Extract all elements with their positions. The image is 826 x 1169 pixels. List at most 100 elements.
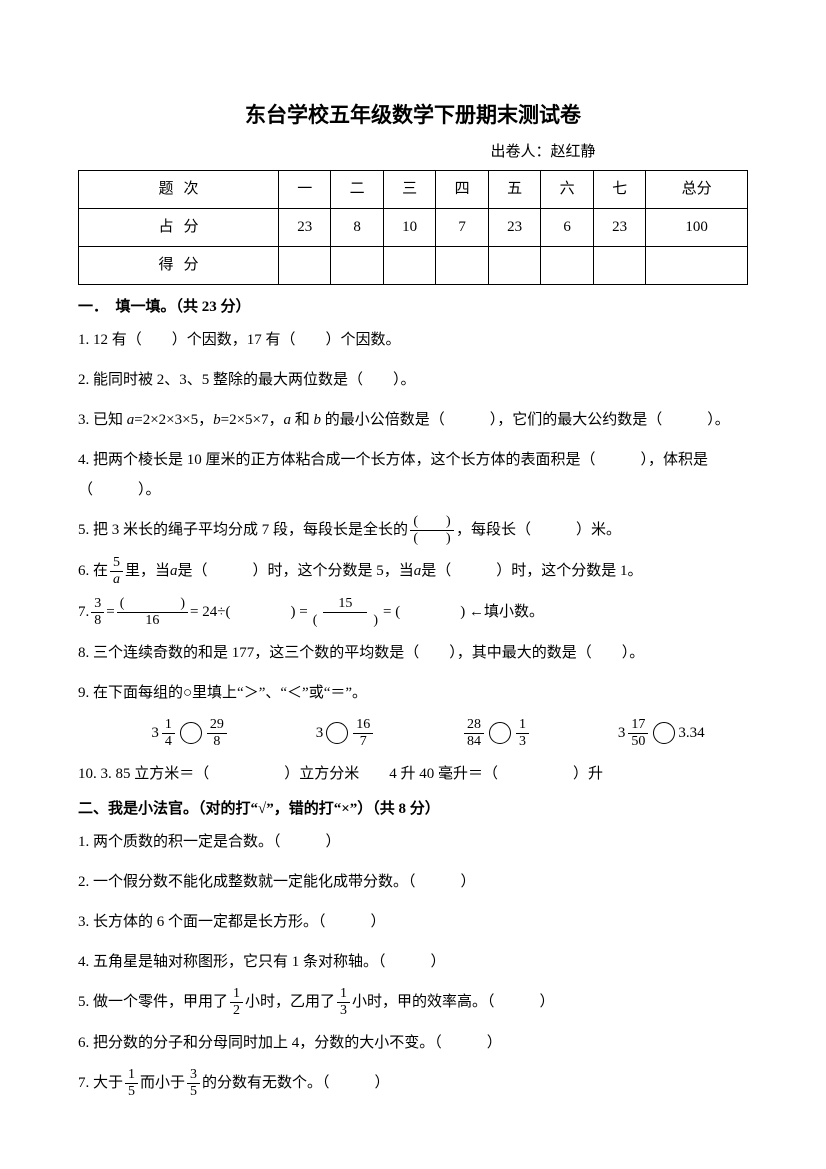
denominator: 8 <box>91 613 104 628</box>
circle-icon <box>180 722 202 744</box>
denominator: 3 <box>337 1003 350 1018</box>
fraction: 2884 <box>464 718 484 749</box>
text: 是（ ）时，这个分数是 5，当 <box>178 556 414 586</box>
cell: 23 <box>593 209 645 247</box>
col: 一 <box>278 171 330 209</box>
section1-head: 一． 填一填。（共 23 分） <box>78 297 748 319</box>
circle-icon <box>489 722 511 744</box>
cell <box>646 247 748 285</box>
denominator: 5 <box>187 1084 200 1099</box>
score-table: 题次 一 二 三 四 五 六 七 总分 占分 23 8 10 7 23 6 23… <box>78 170 748 285</box>
denominator: 3 <box>516 734 529 749</box>
q2-5: 5. 做一个零件，甲用了 12 小时，乙用了 13 小时，甲的效率高。（ ） <box>78 987 748 1018</box>
numerator: 1 <box>230 987 243 1003</box>
section2-head: 二、我是小法官。（对的打“√”，错的打“×”）（共 8 分） <box>78 799 748 821</box>
table-row: 题次 一 二 三 四 五 六 七 总分 <box>79 171 748 209</box>
circle-icon <box>653 722 675 744</box>
text: = 24÷( ) = <box>190 597 308 627</box>
denominator: ( ) <box>310 613 381 628</box>
col: 四 <box>436 171 488 209</box>
whole: 3 <box>316 723 324 745</box>
denominator: 2 <box>230 1003 243 1018</box>
text: 小时，甲的效率高。（ ） <box>352 987 555 1017</box>
col: 总分 <box>646 171 748 209</box>
numerator: 5 <box>110 556 123 572</box>
text: 7. 大于 <box>78 1068 123 1098</box>
q1-10: 10. 3. 85 立方米＝（ ）立方分米 4 升 40 毫升＝（ ）升 <box>78 759 748 789</box>
q2-7: 7. 大于 15 而小于 35 的分数有无数个。（ ） <box>78 1068 748 1099</box>
q2-6: 6. 把分数的分子和分母同时加上 4，分数的大小不变。（ ） <box>78 1028 748 1058</box>
numerator: ( ) <box>117 597 188 613</box>
fraction: 14 <box>162 718 175 749</box>
q1-2: 2. 能同时被 2、3、5 整除的最大两位数是（ ）。 <box>78 365 748 395</box>
fraction: 298 <box>207 718 227 749</box>
fraction: 12 <box>230 987 243 1018</box>
cell <box>488 247 540 285</box>
cell <box>436 247 488 285</box>
text: 的分数有无数个。（ ） <box>202 1068 390 1098</box>
denominator: ( ) <box>410 531 454 546</box>
var-b: b <box>213 412 221 428</box>
col: 七 <box>593 171 645 209</box>
q1-9: 9. 在下面每组的○里填上“＞”、“＜”或“＝”。 <box>78 678 748 708</box>
cell: 8 <box>331 209 383 247</box>
denominator: 16 <box>130 613 174 628</box>
q1-1: 1. 12 有（ ）个因数，17 有（ ）个因数。 <box>78 325 748 355</box>
author: 出卷人：赵红静 <box>78 142 748 164</box>
cell <box>331 247 383 285</box>
text: = <box>106 597 114 627</box>
numerator: 3 <box>91 597 104 613</box>
cell: 10 <box>383 209 435 247</box>
q1-7: 7. 38 = ( )16 = 24÷( ) = 15( ) = ( ) ←填小… <box>78 597 748 628</box>
row-label: 占分 <box>79 209 279 247</box>
text: ，每段长（ ）米。 <box>456 515 621 545</box>
numerator: 17 <box>628 718 648 734</box>
cell: 100 <box>646 209 748 247</box>
cell: 7 <box>436 209 488 247</box>
fraction: 1750 <box>628 718 648 749</box>
fraction: 38 <box>91 597 104 628</box>
page-title: 东台学校五年级数学下册期末测试卷 <box>78 100 748 130</box>
mixed-number: 314 <box>151 718 177 749</box>
numerator: 16 <box>353 718 373 734</box>
q1-8: 8. 三个连续奇数的和是 177，这三个数的平均数是（ ），其中最大的数是（ ）… <box>78 638 748 668</box>
q1-6: 6. 在 5a 里，当 a 是（ ）时，这个分数是 5，当 a 是（ ）时，这个… <box>78 556 748 587</box>
numerator: 1 <box>125 1068 138 1084</box>
fraction: 15 <box>125 1068 138 1099</box>
text: 里，当 <box>125 556 170 586</box>
text: 小时，乙用了 <box>245 987 335 1017</box>
decimal: 3.34 <box>678 723 704 745</box>
var-a: a <box>284 412 292 428</box>
q2-1: 1. 两个质数的积一定是合数。（ ） <box>78 827 748 857</box>
whole: 3 <box>618 723 626 745</box>
q2-3: 3. 长方体的 6 个面一定都是长方形。（ ） <box>78 907 748 937</box>
col: 六 <box>541 171 593 209</box>
compare-item: 2884 13 <box>462 718 531 749</box>
fraction: 35 <box>187 1068 200 1099</box>
var-a: a <box>414 556 422 586</box>
numerator: 1 <box>337 987 350 1003</box>
q1-3: 3. 已知 a=2×2×3×5，b=2×5×7，a 和 b 的最小公倍数是（ ）… <box>78 405 748 435</box>
compare-item: 3 167 <box>316 718 376 749</box>
denominator: 50 <box>628 734 648 749</box>
cell: 6 <box>541 209 593 247</box>
denominator: 5 <box>125 1084 138 1099</box>
mixed-number: 31750 <box>618 718 651 749</box>
text: 5. 做一个零件，甲用了 <box>78 987 228 1017</box>
text: 3. 已知 <box>78 412 127 428</box>
numerator: 3 <box>187 1068 200 1084</box>
table-row: 占分 23 8 10 7 23 6 23 100 <box>79 209 748 247</box>
compare-item: 31750 3.34 <box>618 718 705 749</box>
circle-icon <box>326 722 348 744</box>
numerator: ( ) <box>410 515 454 531</box>
text: =2×2×3×5， <box>134 412 213 428</box>
compare-item: 314 298 <box>151 718 229 749</box>
numerator: 29 <box>207 718 227 734</box>
numerator: 28 <box>464 718 484 734</box>
text: = ( ) ←填小数。 <box>383 597 544 627</box>
head-label: 题次 <box>79 171 279 209</box>
denominator: 4 <box>162 734 175 749</box>
var-a: a <box>170 556 178 586</box>
table-row: 得分 <box>79 247 748 285</box>
denominator: 8 <box>210 734 223 749</box>
